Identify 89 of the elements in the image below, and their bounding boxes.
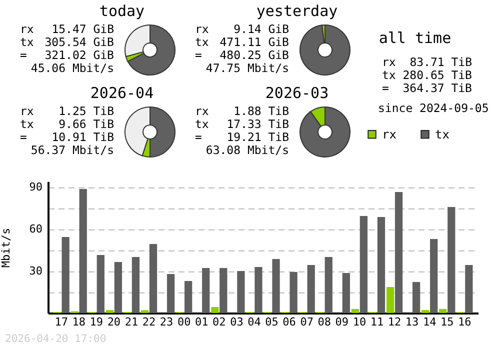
text: = 10.91 TiB	[20, 130, 114, 144]
text: 63.08 Mbit/s	[204, 143, 289, 157]
chart-title: 2026-03	[264, 84, 330, 102]
bar	[132, 257, 140, 313]
bar	[166, 274, 175, 313]
chart-title: 2026-04	[89, 84, 155, 102]
bar	[184, 280, 192, 313]
bar	[307, 264, 315, 313]
legend-label: tx	[435, 127, 450, 142]
text: tx 471.11 GiB	[195, 35, 289, 49]
x-tick-label: 15	[440, 316, 454, 328]
x-tick-label: 02	[212, 316, 226, 328]
bar	[272, 258, 280, 313]
text: rx 1.88 TiB	[195, 104, 289, 118]
x-tick-label: 05	[265, 316, 278, 328]
text: tx 17.33 TiB	[195, 117, 289, 131]
bar	[360, 216, 368, 313]
x-tick-label: 03	[230, 316, 244, 328]
bar	[412, 282, 420, 313]
bar	[254, 266, 262, 313]
text: all time	[378, 29, 452, 47]
x-tick-label: 10	[352, 316, 366, 328]
x-tick-label: 12	[388, 316, 402, 328]
text: tx 280.65 TiB	[382, 68, 472, 82]
bar	[351, 308, 360, 313]
text: rx 83.71 TiB	[382, 55, 472, 69]
x-tick-label: 23	[160, 316, 174, 328]
donut-slice	[300, 24, 350, 76]
x-tick-label: 01	[194, 316, 208, 328]
bar	[220, 268, 228, 313]
donut-slice	[300, 106, 350, 158]
bar	[394, 192, 403, 313]
text: 56.37 Mbit/s	[30, 143, 114, 157]
bar	[140, 310, 149, 313]
text: 45.06 Mbit/s	[30, 61, 114, 75]
x-tick-label: 07	[300, 316, 314, 328]
x-tick-label: 09	[335, 316, 349, 328]
x-tick-label: 06	[282, 316, 296, 328]
chart-title: yesterday	[255, 2, 339, 20]
bar	[422, 310, 430, 313]
text: = 480.25 GiB	[195, 48, 289, 62]
x-tick-label: 18	[72, 316, 86, 328]
y-axis-title: Mbit/s	[0, 228, 12, 268]
x-tick-label: 13	[405, 316, 419, 328]
x-tick-label: 20	[107, 316, 121, 328]
chart-title: today	[98, 2, 146, 20]
text: since 2024-09-05	[378, 101, 489, 115]
bar	[290, 272, 298, 313]
text: = 321.02 GiB	[20, 48, 114, 62]
x-tick-label: 22	[142, 316, 156, 328]
bar	[96, 255, 104, 313]
bar	[114, 262, 122, 313]
bar	[149, 244, 158, 313]
bar	[465, 264, 473, 313]
x-tick-label: 08	[318, 316, 332, 328]
bar	[79, 188, 87, 313]
y-tick-label: 30	[29, 264, 42, 278]
bar	[211, 306, 219, 313]
bar	[430, 238, 438, 313]
text: = 364.37 TiB	[382, 81, 472, 95]
x-tick-label: 00	[177, 316, 191, 328]
legend-label: rx	[382, 127, 396, 142]
text: = 19.21 TiB	[195, 130, 289, 144]
text: tx 9.66 TiB	[20, 117, 114, 131]
bar	[342, 272, 350, 313]
text: rx 9.14 GiB	[195, 22, 289, 36]
text: tx 305.54 GiB	[20, 35, 114, 49]
donut-slice	[127, 24, 176, 76]
x-tick-label: 21	[124, 316, 138, 328]
bar	[106, 310, 114, 313]
y-tick-label: 90	[29, 180, 42, 194]
x-tick-label: 04	[248, 316, 262, 328]
text: rx 15.47 GiB	[20, 22, 114, 36]
bar	[439, 308, 447, 313]
bar	[386, 286, 394, 313]
bar	[377, 216, 386, 313]
bar	[202, 268, 210, 313]
x-tick-label: 19	[90, 316, 104, 328]
text: 47.75 Mbit/s	[204, 61, 289, 75]
text: rx 1.25 TiB	[20, 104, 114, 118]
x-tick-label: 14	[422, 316, 437, 328]
bar	[237, 271, 245, 313]
x-tick-label: 16	[458, 316, 472, 328]
x-tick-label: 11	[370, 316, 384, 328]
y-tick-label: 60	[29, 222, 42, 236]
bar	[62, 236, 70, 313]
x-tick-label: 17	[54, 316, 68, 328]
bar	[448, 207, 456, 313]
bar	[324, 257, 332, 313]
